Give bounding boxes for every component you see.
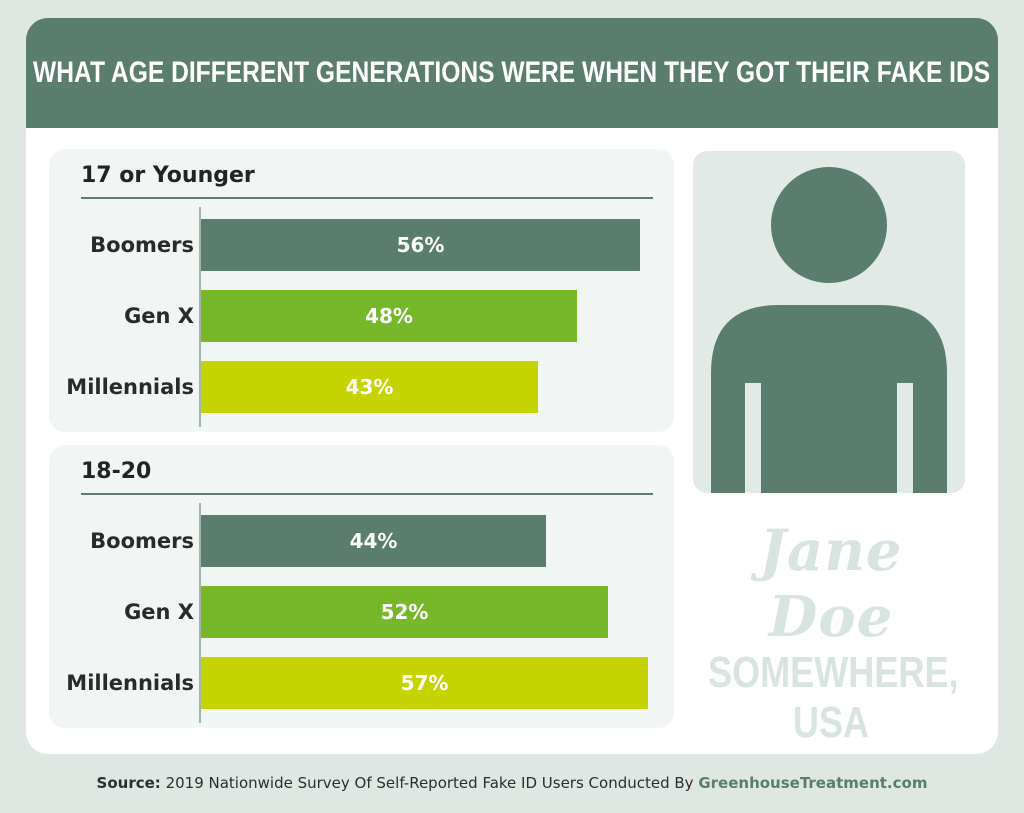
page-title: WHAT AGE DIFFERENT GENERATIONS WERE WHEN… [33, 56, 991, 89]
bar-value-label: 57% [400, 671, 449, 695]
bar-value-label: 43% [345, 375, 394, 399]
category-label-boomers: Boomers [90, 529, 194, 553]
source-text: 2019 Nationwide Survey Of Self-Reported … [160, 774, 699, 792]
bar-boomers: 56% [201, 219, 640, 271]
bar-value-label: 44% [349, 529, 398, 553]
id-location: SOMEWHERE, USA [708, 648, 959, 747]
bar-millennials: 57% [201, 657, 648, 709]
axis-line [199, 207, 201, 427]
source-label: Source: [96, 774, 161, 792]
panel-divider [81, 493, 653, 495]
bar-gen-x: 48% [201, 290, 577, 342]
panel-divider [81, 197, 653, 199]
category-label-gen-x: Gen X [124, 304, 194, 328]
id-name: Jane Doe [759, 518, 903, 650]
source-note: Source: 2019 Nationwide Survey Of Self-R… [0, 774, 1024, 792]
axis-line [199, 503, 201, 723]
bar-value-label: 48% [365, 304, 413, 328]
category-label-gen-x: Gen X [124, 600, 194, 624]
infographic-card: WHAT AGE DIFFERENT GENERATIONS WERE WHEN… [26, 18, 998, 754]
bar-value-label: 52% [380, 600, 429, 624]
chart-panel-17-or-younger: 17 or Younger Boomers 56% Gen X 48% Millenni… [49, 149, 674, 432]
category-label-millennials: Millennials [66, 375, 194, 399]
category-label-boomers: Boomers [90, 233, 194, 257]
id-photo [693, 151, 965, 493]
bar-millennials: 43% [201, 361, 538, 413]
category-label-millennials: Millennials [66, 671, 194, 695]
panel-title: 17 or Younger [81, 163, 255, 188]
header-banner: WHAT AGE DIFFERENT GENERATIONS WERE WHEN… [26, 18, 998, 128]
source-link[interactable]: GreenhouseTreatment.com [698, 774, 928, 792]
bar-gen-x: 52% [201, 586, 608, 638]
panel-title: 18-20 [81, 459, 152, 484]
person-silhouette-icon [711, 167, 947, 493]
chart-panel-18-20: 18-20 Boomers 44% Gen X 52% Millennials 57% [49, 445, 674, 728]
bar-value-label: 56% [396, 233, 445, 257]
bar-boomers: 44% [201, 515, 546, 567]
